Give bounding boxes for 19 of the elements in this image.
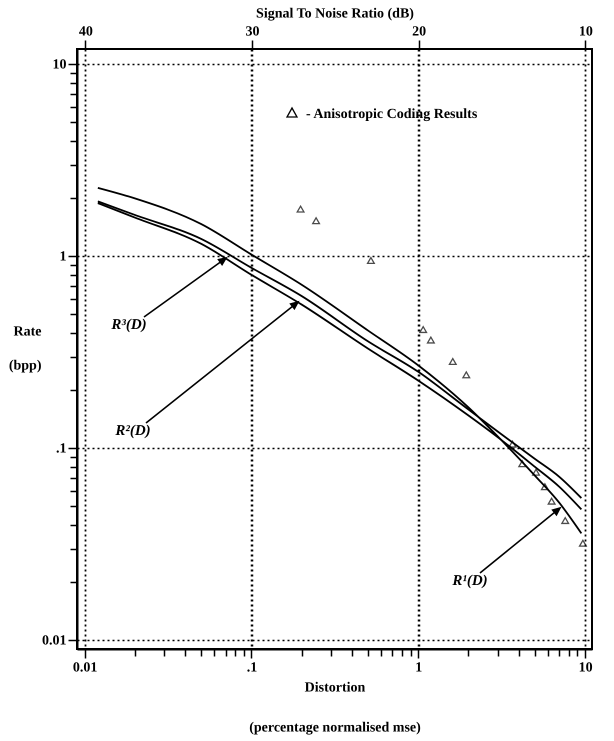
y-tick-label: 0.01 — [42, 634, 66, 649]
x2-tick-label: 10 — [578, 24, 593, 40]
y-tick-label: 10 — [52, 58, 66, 73]
annotation: R³(D) — [110, 317, 147, 333]
x2-tick-label: 20 — [412, 24, 426, 40]
x2-axis-title: Signal To Noise Ratio (dB) — [256, 6, 414, 22]
y-tick-label: .1 — [56, 442, 66, 457]
x-tick-label: 10 — [578, 660, 593, 676]
x2-tick-label: 40 — [78, 24, 93, 40]
annotation: R²(D) — [114, 423, 151, 439]
y-tick-label: 1 — [60, 250, 66, 265]
x2-tick-label: 30 — [246, 24, 260, 40]
text: Rate (bpp) — [8, 324, 42, 374]
x-tick-label: 1 — [415, 660, 422, 676]
annotation: R¹(D) — [451, 573, 488, 589]
legend-label: - Anisotropic Coding Results — [306, 107, 478, 122]
x-tick-label: .1 — [246, 660, 258, 676]
text: Distortion (percentage normalised mse) — [249, 680, 421, 736]
x-tick-label: 0.01 — [72, 660, 98, 676]
